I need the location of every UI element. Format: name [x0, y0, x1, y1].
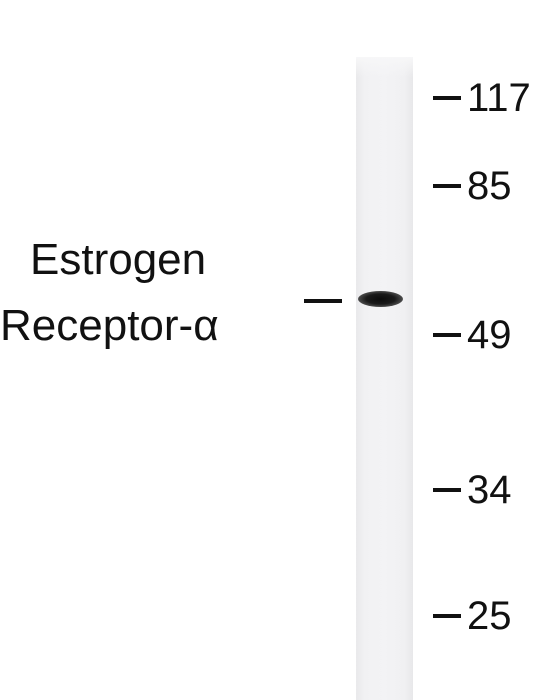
marker-dash	[433, 614, 461, 619]
marker-dash	[433, 184, 461, 189]
marker-label: 85	[467, 164, 512, 208]
marker-label: 49	[467, 313, 512, 357]
blot-lane	[356, 57, 413, 700]
marker-49: 49	[433, 315, 512, 355]
marker-25: 25	[433, 596, 512, 636]
marker-34: 34	[433, 470, 512, 510]
protein-label-line-2: Receptor-α	[0, 301, 219, 350]
marker-label: 34	[467, 468, 512, 512]
marker-85: 85	[433, 166, 512, 206]
protein-label-line-1: Estrogen	[30, 235, 207, 284]
protein-band	[358, 291, 403, 307]
marker-label: 117	[467, 76, 531, 120]
marker-dash	[433, 333, 461, 338]
band-pointer-dash	[304, 299, 342, 303]
marker-117: 117	[433, 78, 531, 118]
marker-label: 25	[467, 594, 512, 638]
marker-dash	[433, 96, 461, 101]
marker-dash	[433, 488, 461, 493]
